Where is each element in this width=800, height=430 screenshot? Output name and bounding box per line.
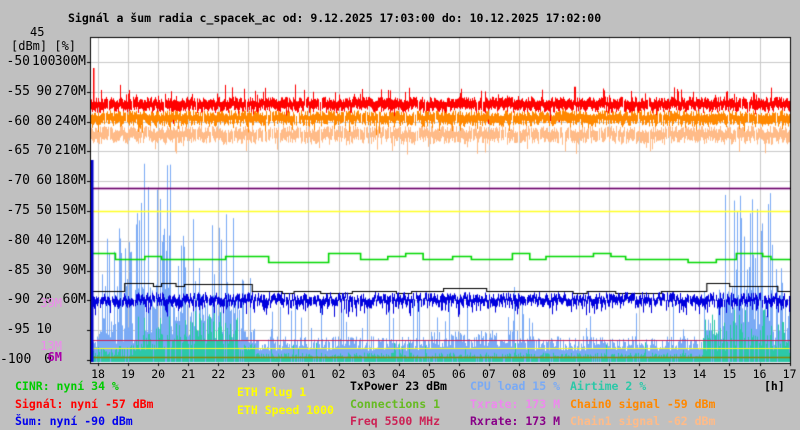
y-tick-pct: 80 — [36, 113, 52, 129]
y-tick-pct: 60 — [36, 173, 52, 189]
x-tick-hour: 05 — [421, 367, 436, 381]
x-tick-hour: 23 — [241, 367, 256, 381]
x-tick-hour: 02 — [331, 367, 346, 381]
legend-item: Txrate: 173 M — [470, 396, 561, 411]
y-tick-dbm: -55 — [6, 83, 30, 99]
y-tick-mbit: 300M — [54, 54, 86, 69]
y-tick-dbm: -90 — [6, 292, 30, 308]
x-tick-hour: 04 — [391, 367, 406, 381]
x-tick-hour: 00 — [271, 367, 286, 381]
x-tick-hour: 16 — [752, 367, 767, 381]
x-tick-hour: 20 — [151, 367, 166, 381]
rate-axis-label: 13M — [40, 339, 62, 353]
y-tick-mbit: 180M — [54, 173, 86, 189]
legend-item: Chain1 signal -62 dBm — [570, 414, 716, 428]
x-tick-hour: 22 — [211, 367, 226, 381]
x-tick-hour: 09 — [542, 367, 556, 381]
y-tick-pct: 50 — [36, 203, 52, 218]
legend-item: Šum: nyní -90 dBm — [15, 414, 133, 428]
y-tick-dbm: -70 — [6, 173, 30, 189]
y-tick-dbm: -95 — [6, 322, 30, 338]
legend-item: CINR: nyní 34 % — [15, 379, 119, 393]
y-tick-pct: 70 — [36, 143, 52, 159]
legend-item: ETH Speed 1000 — [237, 402, 334, 417]
y-tick-dbm: -60 — [6, 113, 30, 129]
x-tick-hour: 13 — [662, 367, 677, 381]
legend-item: CPU load 15 % — [470, 379, 561, 393]
chart-title: Signál a šum radia c_spacek_ac od: 9.12.… — [68, 11, 602, 25]
y-tick-pct: 10 — [36, 322, 52, 338]
x-tick-hour: 11 — [602, 367, 617, 381]
y-tick-mbit: 270M — [54, 83, 86, 99]
y-tick-dbm: -100 — [0, 352, 32, 367]
x-tick-hour: 21 — [181, 367, 196, 381]
x-tick-hour: 07 — [481, 367, 496, 381]
legend-item: Signál: nyní -57 dBm — [15, 396, 154, 411]
legend-item: Rxrate: 173 M — [470, 414, 561, 428]
y-tick-mbit: 90M — [62, 262, 86, 278]
x-tick-hour: 01 — [301, 367, 316, 381]
x-tick-hour: 08 — [512, 367, 526, 381]
y-tick-mbit: 120M — [54, 232, 86, 248]
y-tick-mbit: 60M — [62, 292, 86, 308]
y-tick-mbit: 150M — [54, 203, 86, 218]
y-tick-pct: 0 — [44, 352, 52, 367]
y-axis-units-label: [dBm] [%] — [11, 39, 77, 53]
y-tick-mbit: 240M — [54, 113, 86, 129]
y-tick-dbm: -50 — [6, 54, 30, 69]
x-tick-hour: 12 — [632, 367, 647, 381]
x-tick-hour: 15 — [722, 367, 737, 381]
y-tick-mbit: 210M — [54, 143, 86, 159]
legend-item: Airtime 2 % — [570, 379, 647, 393]
legend-item: Freq 5500 MHz — [350, 414, 441, 428]
x-tick-hour: 17 — [782, 367, 797, 381]
x-tick-hour: 03 — [361, 367, 376, 381]
x-tick-hour: 06 — [451, 367, 466, 381]
y-tick-pct: 30 — [36, 262, 52, 278]
y-tick-pct: 20 — [36, 292, 52, 308]
x-tick-hour: 19 — [121, 367, 135, 381]
y-tick-dbm: -80 — [6, 232, 30, 248]
x-tick-hour: 14 — [692, 367, 707, 381]
y-tick-pct: 40 — [36, 232, 52, 248]
legend-item: ETH Plug 1 — [237, 385, 307, 399]
rate-axis-label: 6M — [47, 350, 62, 364]
x-tick-hour: 18 — [91, 367, 105, 381]
x-tick-hour: 10 — [572, 367, 587, 381]
legend-item: Connections 1 — [350, 396, 441, 411]
legend-item: Chain0 signal -59 dBm — [570, 396, 716, 411]
y-tick-dbm: -85 — [6, 262, 30, 278]
y-tick-dbm: -75 — [6, 203, 30, 218]
y-axis-top-value: 45 — [30, 25, 45, 39]
x-axis-unit-label: [h] — [764, 379, 785, 393]
y-tick-pct: 100 — [32, 54, 56, 69]
y-tick-pct: 90 — [36, 83, 52, 99]
rate-axis-label: 39M — [40, 296, 62, 310]
legend-item: TxPower 23 dBm — [350, 379, 447, 393]
y-tick-dbm: -65 — [6, 143, 30, 159]
